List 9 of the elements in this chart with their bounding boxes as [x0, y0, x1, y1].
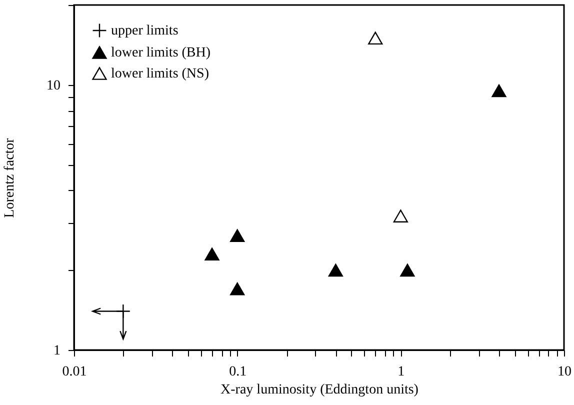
x-tick-label: 1	[398, 364, 405, 380]
legend-label: upper limits	[111, 24, 178, 38]
x-axis-title: X-ray luminosity (Eddington units)	[220, 382, 419, 398]
y-axis-title: Lorentz factor	[2, 138, 18, 218]
x-tick-label: 0.01	[62, 364, 87, 380]
x-tick-label: 10	[558, 364, 572, 380]
legend-label: lower limits (BH)	[111, 46, 211, 60]
legend-label: lower limits (NS)	[111, 66, 210, 82]
x-tick-label: 0.1	[229, 364, 247, 380]
